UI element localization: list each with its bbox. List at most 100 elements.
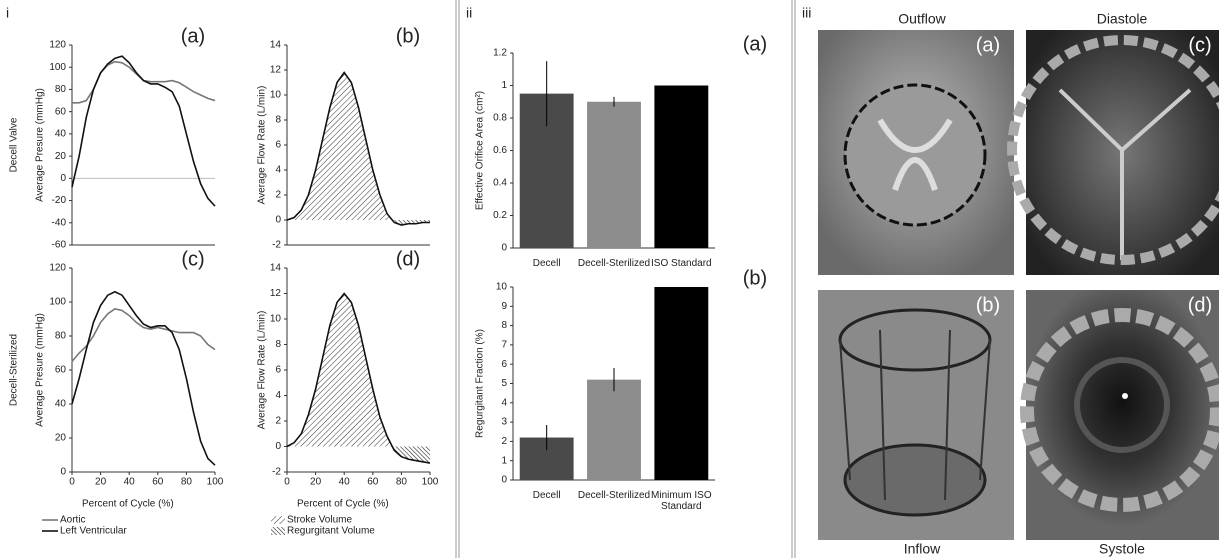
y-tick-label: 10 <box>270 90 282 101</box>
x-tick-label: 40 <box>339 477 351 488</box>
panel-label: (a) <box>743 33 767 55</box>
y-axis-label: Average Flow Rate (L/min) <box>257 86 268 205</box>
bar <box>654 85 709 248</box>
regurgitant-volume-area <box>287 446 430 464</box>
photo-label: (a) <box>976 34 1000 56</box>
y-tick-label: 1.2 <box>493 48 507 59</box>
y-axis-label: Average Presure (mmHg) <box>35 88 46 202</box>
x-tick-label: Decell-Sterilized <box>577 490 651 501</box>
photo-systole <box>1020 290 1219 540</box>
y-tick-label: 4 <box>275 165 281 176</box>
x-axis-label: Percent of Cycle (%) <box>82 499 174 510</box>
y-tick-label: -2 <box>272 240 281 251</box>
y-tick-label: 60 <box>55 365 67 376</box>
panel-label: (d) <box>396 248 420 270</box>
y-tick-label: 2 <box>501 436 507 447</box>
x-tick-label: 100 <box>422 477 439 488</box>
y-tick-label: 0 <box>275 441 281 452</box>
stroke-volume-area <box>287 293 430 447</box>
y-tick-label: 40 <box>55 129 67 140</box>
y-tick-label: 0 <box>501 243 507 254</box>
y-tick-label: 2 <box>275 190 281 201</box>
y-tick-label: 12 <box>270 288 282 299</box>
photo-caption: Inflow <box>904 541 941 557</box>
section-label: i <box>6 5 9 21</box>
photo-outflow <box>818 30 1014 275</box>
y-tick-label: 120 <box>49 263 66 274</box>
y-tick-label: 14 <box>270 40 282 51</box>
y-tick-label: 1 <box>501 455 507 466</box>
panel-label: (a) <box>181 25 205 47</box>
legend-swatch <box>271 527 285 535</box>
photo-caption: Systole <box>1099 541 1145 557</box>
y-tick-label: 80 <box>55 84 67 95</box>
y-axis-label: Effective Orifice Area (cm²) <box>475 91 486 210</box>
x-tick-label: 80 <box>396 477 408 488</box>
x-tick-label: 60 <box>152 477 164 488</box>
series-line <box>71 55 216 207</box>
x-tick-label: Decell-Sterilized <box>577 258 651 269</box>
photo-label: (b) <box>976 294 1000 316</box>
photo-caption: Diastole <box>1097 11 1148 27</box>
x-tick-label: Decell <box>532 490 561 501</box>
y-tick-label: 5 <box>501 378 507 389</box>
y-tick-label: 0 <box>60 467 66 478</box>
y-tick-label: 10 <box>496 282 508 293</box>
y-tick-label: 3 <box>501 417 507 428</box>
section-label: ii <box>466 5 472 21</box>
y-tick-label: 1 <box>501 80 507 91</box>
y-tick-label: 0.8 <box>493 113 507 124</box>
y-tick-label: 8 <box>275 115 281 126</box>
legend-label: Aortic <box>60 515 86 526</box>
row-label: Decell Valve <box>9 117 20 172</box>
y-tick-label: -20 <box>52 195 67 206</box>
y-tick-label: 60 <box>55 106 67 117</box>
stroke-volume-area <box>287 72 430 220</box>
y-tick-label: 100 <box>49 62 66 73</box>
photo-diastole <box>1007 30 1219 275</box>
y-axis-label: Average Flow Rate (L/min) <box>257 311 268 430</box>
photo-label: (c) <box>1188 34 1211 56</box>
y-tick-label: 6 <box>275 365 281 376</box>
y-tick-label: -40 <box>52 217 67 228</box>
bar <box>654 287 709 480</box>
y-tick-label: 14 <box>270 263 282 274</box>
legend-label: Stroke Volume <box>287 515 352 526</box>
y-tick-label: 100 <box>49 297 66 308</box>
series-line <box>71 290 216 466</box>
x-tick-label: 80 <box>181 477 193 488</box>
x-tick-label: Minimum ISO Standard <box>651 490 712 512</box>
series-line <box>286 71 430 226</box>
y-tick-label: 20 <box>55 433 67 444</box>
y-tick-label: 4 <box>501 397 507 408</box>
x-tick-label: 20 <box>95 477 107 488</box>
y-tick-label: 7 <box>501 340 507 351</box>
panel-label: (c) <box>181 248 204 270</box>
y-tick-label: 8 <box>275 339 281 350</box>
x-tick-label: 60 <box>367 477 379 488</box>
y-tick-label: 8 <box>501 320 507 331</box>
y-tick-label: 12 <box>270 65 282 76</box>
y-tick-label: 10 <box>270 314 282 325</box>
y-tick-label: -2 <box>272 467 281 478</box>
x-tick-label: ISO Standard <box>651 258 712 269</box>
photo-inflow <box>818 290 1014 540</box>
bar <box>587 379 641 480</box>
panel-label: (b) <box>743 267 767 289</box>
photo-label: (d) <box>1188 294 1212 316</box>
x-tick-label: 0 <box>69 477 75 488</box>
photo-caption: Outflow <box>898 11 946 27</box>
y-tick-label: 0.2 <box>493 210 507 221</box>
y-tick-label: 2 <box>275 416 281 427</box>
series-line <box>286 292 431 464</box>
y-tick-label: 6 <box>501 359 507 370</box>
y-axis-label: Regurgitant Fraction (%) <box>475 329 486 438</box>
series-line <box>72 60 216 104</box>
y-tick-label: 6 <box>275 140 281 151</box>
y-tick-label: 4 <box>275 390 281 401</box>
section-label: iii <box>802 5 811 21</box>
y-tick-label: 20 <box>55 151 67 162</box>
row-label: Decell-Sterilized <box>9 334 20 406</box>
